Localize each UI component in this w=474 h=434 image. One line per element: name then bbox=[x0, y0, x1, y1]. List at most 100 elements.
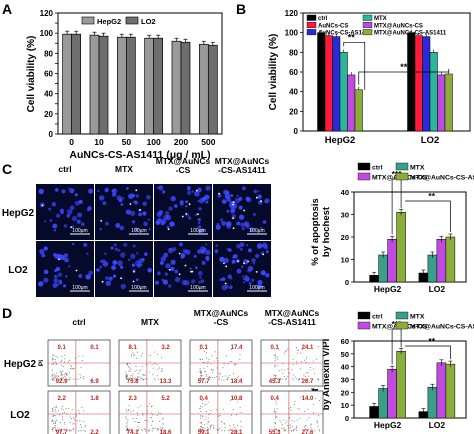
nucleus bbox=[249, 227, 254, 232]
event-dot bbox=[55, 429, 57, 431]
event-dot bbox=[54, 409, 56, 411]
event-dot bbox=[207, 376, 209, 378]
nucleus bbox=[67, 209, 73, 215]
event-dot bbox=[78, 355, 80, 357]
quadrant-ur: 0.1 bbox=[90, 345, 99, 351]
nucleus bbox=[78, 273, 83, 279]
bar bbox=[436, 362, 447, 419]
x-tick-label: HepG2 bbox=[374, 284, 402, 294]
nucleus bbox=[198, 280, 201, 284]
nucleus bbox=[185, 205, 188, 208]
event-dot bbox=[143, 374, 145, 376]
nucleus bbox=[147, 267, 152, 273]
bar bbox=[324, 35, 333, 132]
nucleus bbox=[130, 210, 136, 216]
nucleus bbox=[191, 279, 196, 284]
event-dot bbox=[125, 376, 127, 378]
nucleus bbox=[63, 253, 69, 258]
x-tick-label: 100 bbox=[147, 137, 161, 147]
nucleus bbox=[58, 279, 63, 284]
legend-label: LO2 bbox=[141, 17, 156, 26]
event-dot bbox=[79, 430, 81, 432]
nucleus bbox=[102, 201, 107, 206]
event-dot bbox=[54, 428, 56, 430]
event-dot bbox=[137, 379, 139, 381]
event-dot bbox=[279, 430, 281, 432]
x-tick-label: HepG2 bbox=[325, 135, 356, 146]
event-dot bbox=[275, 400, 277, 402]
event-dot bbox=[273, 426, 275, 428]
flow-plot bbox=[260, 390, 324, 434]
event-dot bbox=[128, 370, 130, 372]
event-dot bbox=[61, 412, 64, 414]
event-dot bbox=[209, 412, 211, 414]
quadrant-ll: 45.3 bbox=[269, 379, 281, 385]
event-dot bbox=[305, 372, 307, 374]
nucleus bbox=[120, 283, 127, 290]
event-dot bbox=[73, 417, 75, 419]
nucleus bbox=[158, 185, 164, 191]
bar bbox=[437, 74, 446, 132]
event-dot bbox=[319, 430, 321, 432]
event-dot bbox=[52, 410, 54, 412]
event-dot bbox=[220, 379, 222, 381]
event-dot bbox=[126, 428, 128, 430]
nucleus bbox=[118, 198, 123, 203]
nucleus bbox=[197, 187, 202, 193]
event-dot bbox=[53, 406, 55, 408]
event-dot bbox=[67, 361, 70, 363]
nucleus bbox=[101, 259, 106, 263]
event-dot bbox=[224, 375, 226, 377]
event-dot bbox=[275, 428, 278, 431]
apoptotic-marker bbox=[41, 204, 44, 207]
event-dot bbox=[77, 409, 79, 412]
event-dot bbox=[137, 429, 139, 432]
event-dot bbox=[78, 412, 80, 414]
event-dot bbox=[206, 375, 208, 377]
nucleus bbox=[54, 188, 59, 192]
apoptotic-marker bbox=[188, 203, 191, 206]
event-dot bbox=[281, 428, 283, 430]
legend-label: MTX bbox=[410, 314, 425, 321]
event-dot bbox=[298, 349, 300, 351]
event-dot bbox=[286, 420, 288, 422]
event-dot bbox=[125, 409, 127, 411]
event-dot bbox=[205, 348, 207, 350]
event-dot bbox=[161, 367, 163, 369]
event-dot bbox=[81, 429, 83, 432]
event-dot bbox=[306, 419, 308, 421]
event-dot bbox=[314, 430, 316, 432]
legend-swatch bbox=[125, 16, 139, 25]
event-dot bbox=[154, 379, 156, 381]
nucleus bbox=[68, 265, 71, 268]
event-dot bbox=[295, 378, 297, 380]
event-dot bbox=[315, 358, 318, 360]
legend-swatch bbox=[357, 311, 371, 320]
event-dot bbox=[283, 352, 286, 354]
event-dot bbox=[161, 369, 164, 371]
event-dot bbox=[54, 422, 56, 425]
column-label: ctrl bbox=[72, 317, 85, 327]
event-dot bbox=[61, 364, 63, 366]
nucleus bbox=[87, 206, 92, 211]
y-tick-label: 60 bbox=[341, 337, 349, 346]
event-dot bbox=[127, 366, 130, 368]
event-dot bbox=[153, 378, 155, 380]
event-dot bbox=[200, 410, 202, 413]
nucleus bbox=[39, 248, 45, 255]
bar bbox=[436, 239, 447, 283]
event-dot bbox=[53, 376, 55, 378]
event-dot bbox=[303, 359, 306, 361]
event-dot bbox=[52, 408, 54, 410]
legend-swatch bbox=[362, 14, 373, 21]
column-label: MTX@AuNCs -CS bbox=[194, 308, 249, 327]
event-dot bbox=[208, 414, 210, 416]
nucleus bbox=[160, 261, 164, 265]
event-dot bbox=[160, 429, 162, 431]
apoptotic-marker bbox=[135, 189, 138, 192]
event-dot bbox=[216, 367, 218, 369]
event-dot bbox=[139, 376, 141, 378]
event-dot bbox=[281, 369, 283, 371]
event-dot bbox=[214, 377, 216, 379]
nucleus bbox=[205, 249, 211, 256]
